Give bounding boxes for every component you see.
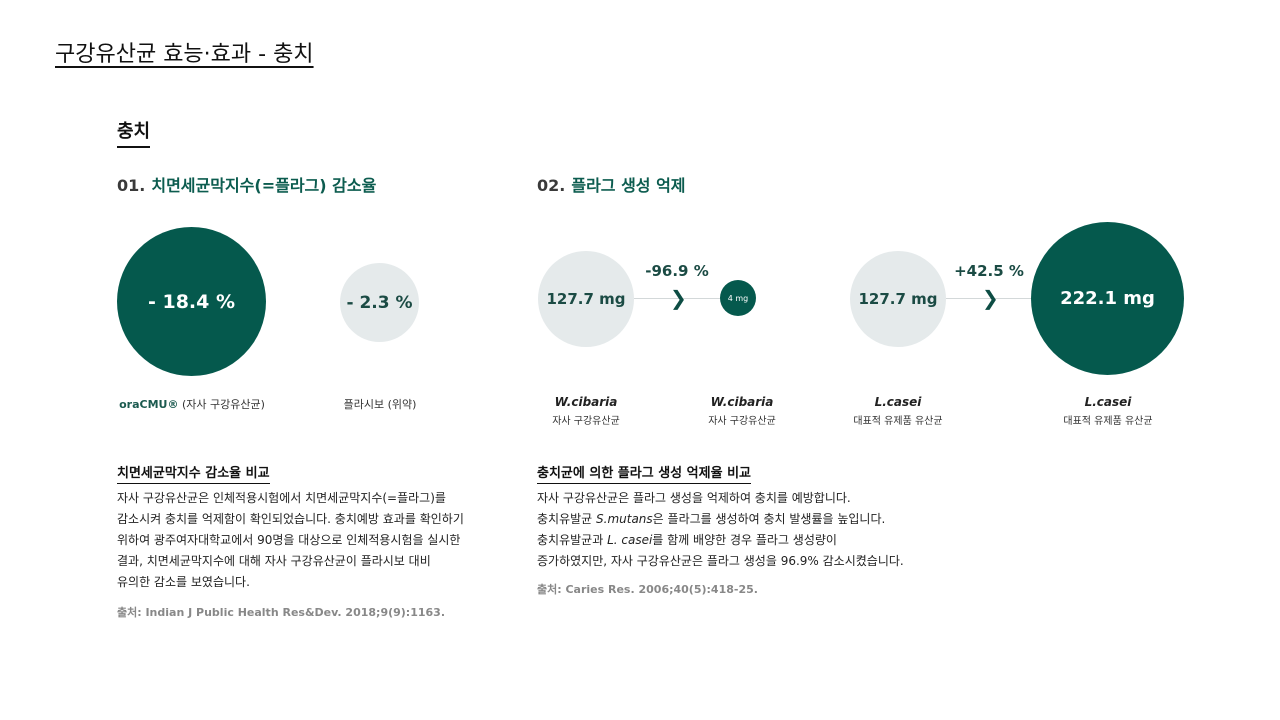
text-span: 를 함께 배양한 경우 플라그 생성량이 [652, 533, 837, 547]
strain-desc: 자사 구강유산균 [708, 416, 776, 427]
species-name: S.mutans [596, 512, 653, 526]
wcibaria-before-circle: 127.7 mg [538, 251, 634, 347]
section-title: 충치 [117, 117, 151, 148]
chevron-right-icon: ❯ [670, 286, 687, 310]
page-title: 구강유산균 효능·효과 - 충치 [55, 42, 314, 67]
panel2-body: 자사 구강유산균은 플라그 생성을 억제하여 충치를 예방합니다. 충치유발균 … [537, 488, 904, 572]
panel2-heading: 02. 플라그 생성 억제 [537, 172, 686, 196]
panel1-body-line: 결과, 치면세균막지수에 대해 자사 구강유산균이 플라시보 대비 [117, 554, 431, 568]
wcibaria-after-value: 4 mg [727, 293, 749, 303]
lcasei-before-label: L.casei 대표적 유제품 유산균 [838, 395, 958, 427]
panel1-body-line: 자사 구강유산균은 인체적용시험에서 치면세균막지수(=플라그)를 [117, 491, 446, 505]
lcasei-before-value: 127.7 mg [858, 290, 938, 308]
panel2-source: 출처: Caries Res. 2006;40(5):418-25. [537, 583, 758, 596]
wcibaria-after-circle: 4 mg [720, 280, 756, 316]
lcasei-change: +42.5 % [954, 262, 1024, 280]
lcasei-after-circle: 222.1 mg [1031, 222, 1184, 375]
panel1-title: 치면세균막지수(=플라그) 감소율 [151, 176, 377, 195]
panel1-heading: 01. 치면세균막지수(=플라그) 감소율 [117, 172, 376, 196]
connector-line [634, 298, 720, 299]
panel1-compare-title: 치면세균막지수 감소율 비교 [117, 462, 270, 484]
wcibaria-before-value: 127.7 mg [546, 290, 626, 308]
text-span: 충치유발균 [537, 512, 597, 526]
panel1-body-line: 유의한 감소를 보였습니다. [117, 575, 250, 589]
oracmu-brand: oraCMU® [119, 398, 179, 411]
panel2-body-line: 증가하였지만, 자사 구강유산균은 플라그 생성을 96.9% 감소시켰습니다. [537, 554, 904, 568]
lcasei-after-value: 222.1 mg [1060, 288, 1155, 309]
panel2-title: 플라그 생성 억제 [571, 176, 686, 195]
strain-name: L.casei [874, 395, 922, 409]
panel1-source: 출처: Indian J Public Health Res&Dev. 2018… [117, 606, 445, 619]
strain-desc: 대표적 유제품 유산균 [1063, 416, 1153, 427]
strain-name: W.cibaria [554, 395, 618, 409]
species-name: L. casei [607, 533, 653, 547]
placebo-reduction-circle: - 2.3 % [340, 263, 419, 342]
panel2-number: 02. [537, 176, 566, 195]
oracmu-reduction-value: - 18.4 % [147, 290, 236, 313]
wcibaria-before-label: W.cibaria 자사 구강유산균 [536, 395, 636, 427]
strain-name: W.cibaria [710, 395, 774, 409]
connector-line [946, 298, 1032, 299]
strain-desc: 대표적 유제품 유산균 [853, 416, 943, 427]
text-span: 은 플라그를 생성하여 충치 발생률을 높입니다. [652, 512, 886, 526]
oracmu-reduction-circle: - 18.4 % [117, 227, 266, 376]
strain-desc: 자사 구강유산균 [552, 416, 620, 427]
panel1-body-line: 위하여 광주여자대학교에서 90명을 대상으로 인체적용시험을 실시한 [117, 533, 461, 547]
panel2-body-line: 충치유발균과 L. casei를 함께 배양한 경우 플라그 생성량이 [537, 530, 904, 551]
panel1-body: 자사 구강유산균은 인체적용시험에서 치면세균막지수(=플라그)를 감소시켜 충… [117, 488, 464, 593]
oracmu-label: oraCMU® (자사 구강유산균) [110, 396, 274, 412]
panel2-body-line: 충치유발균 S.mutans은 플라그를 생성하여 충치 발생률을 높입니다. [537, 509, 904, 530]
placebo-reduction-value: - 2.3 % [346, 292, 413, 313]
oracmu-label-desc: (자사 구강유산균) [178, 398, 265, 411]
panel2-compare-title: 충치균에 의한 플라그 생성 억제율 비교 [537, 462, 751, 484]
panel1-body-line: 감소시켜 충치를 억제함이 확인되었습니다. 충치예방 효과를 확인하기 [117, 512, 464, 526]
panel1-number: 01. [117, 176, 146, 195]
lcasei-after-label: L.casei 대표적 유제품 유산균 [1048, 395, 1168, 427]
lcasei-before-circle: 127.7 mg [850, 251, 946, 347]
text-span: 충치유발균과 [537, 533, 608, 547]
panel2-body-line: 자사 구강유산균은 플라그 생성을 억제하여 충치를 예방합니다. [537, 491, 851, 505]
strain-name: L.casei [1084, 395, 1132, 409]
chevron-right-icon: ❯ [982, 286, 999, 310]
wcibaria-change: -96.9 % [645, 262, 709, 280]
placebo-label: 플라시보 (위약) [343, 398, 417, 411]
wcibaria-after-label: W.cibaria 자사 구강유산균 [692, 395, 792, 427]
